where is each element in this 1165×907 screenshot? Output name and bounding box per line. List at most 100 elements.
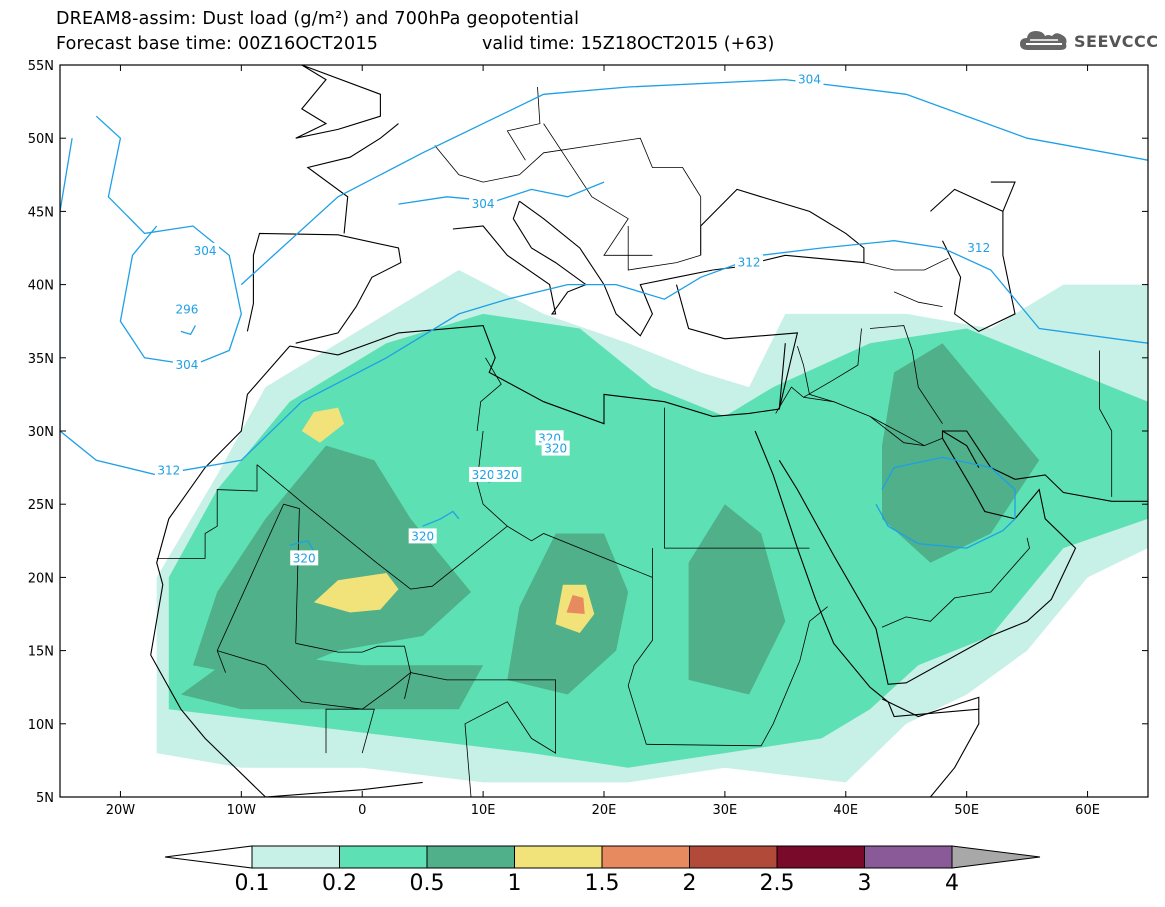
- contour-304-east: [240, 78, 1148, 286]
- country-border-1: [256, 464, 653, 745]
- colorbar-tick-label: 1: [508, 871, 522, 896]
- contour-label: 320: [290, 550, 319, 566]
- dust-region-orange-chad: [566, 595, 585, 614]
- lon-label: 40E: [833, 803, 858, 818]
- colorbar-tick-label: 1.5: [585, 871, 620, 896]
- dust-region-yellow-mali: [313, 573, 399, 613]
- contour-304-alps: [398, 181, 605, 205]
- contour-320-arabia: [875, 456, 1016, 549]
- contour-label-text: 296: [175, 302, 198, 316]
- contour-label: 320: [493, 466, 522, 482]
- coast-west-africa: [150, 345, 291, 656]
- colorbar-bin: [251, 845, 340, 869]
- lat-label: 30N: [28, 425, 54, 440]
- contour-label: 304: [469, 196, 498, 212]
- colorbar-bin: [426, 845, 515, 869]
- country-border-5: [476, 430, 508, 527]
- lon-label: 30E: [713, 803, 738, 818]
- country-border-22: [893, 291, 943, 307]
- lat-label: 10N: [28, 718, 54, 733]
- coast-iberia: [246, 232, 402, 344]
- dust-load-shading: [156, 270, 1148, 783]
- map-title: DREAM8-assim: Dust load (g/m²) and 700hP…: [56, 9, 580, 29]
- country-border-9: [797, 345, 834, 403]
- contour-label-text: 320: [496, 468, 519, 482]
- valid-time: valid time: 15Z18OCT2015 (+63): [482, 34, 775, 54]
- colorbar-bin: [514, 845, 603, 869]
- lon-label: 20W: [106, 803, 136, 818]
- contour-label: 320: [408, 528, 437, 544]
- coast-balkans-greece: [519, 200, 713, 337]
- country-border-11: [803, 328, 862, 398]
- contour-label-text: 304: [798, 73, 821, 87]
- country-border-14: [217, 650, 532, 710]
- colorbar-tick-label: 0.2: [322, 871, 357, 896]
- coast-north-africa: [289, 325, 786, 425]
- lon-label: 50E: [954, 803, 979, 818]
- contour-label: 312: [964, 240, 993, 255]
- contour-296: [180, 325, 196, 336]
- country-border-12: [881, 537, 1030, 628]
- lat-label: 20N: [28, 571, 54, 586]
- contour-label-text: 312: [738, 256, 761, 270]
- colorbar-bin: [776, 845, 865, 869]
- colorbar-tick-label: 2.5: [760, 871, 795, 896]
- dust-region-dark-arabia: [882, 343, 1040, 563]
- logo-text: SEEVCCC: [1074, 31, 1159, 51]
- country-border-0: [156, 464, 258, 559]
- coast-italy: [452, 201, 588, 315]
- coast-gulf-guinea: [150, 654, 423, 797]
- coast-red-sea-west: [754, 430, 979, 718]
- country-border-21: [863, 257, 949, 271]
- lon-label: 20E: [592, 803, 617, 818]
- country-border-13: [646, 606, 828, 747]
- colorbar-tick-label: 0.1: [235, 871, 270, 896]
- colorbar-bin: [689, 845, 778, 869]
- country-border-6: [664, 407, 810, 549]
- axes: 55N 50N 45N 40N 35N 30N 25N 20N 15N 10N 5N 20W 10W 0 1…: [28, 59, 1148, 818]
- contour-label-text: 320: [293, 551, 316, 565]
- contour-label: 312: [154, 462, 183, 478]
- contour-label: 320: [541, 440, 570, 456]
- contour-label: 304: [172, 357, 201, 373]
- contour-label-text: 304: [472, 197, 495, 211]
- lat-label: 25N: [28, 498, 54, 513]
- coast-caspian-east: [990, 181, 1016, 212]
- coast-horn: [881, 696, 980, 797]
- coast-persian-gulf-iran: [942, 430, 1148, 502]
- lon-label: 10E: [471, 803, 496, 818]
- lat-label: 50N: [28, 132, 54, 147]
- colorbar-tick-label: 4: [945, 871, 959, 896]
- contour-label: 320: [469, 466, 498, 482]
- country-border-19: [627, 226, 701, 271]
- dust-region-dark-west: [193, 445, 471, 680]
- lat-label: 40N: [28, 279, 54, 294]
- lon-label: 10W: [227, 803, 257, 818]
- dust-region-dark-sahel: [180, 650, 484, 710]
- coast-uk: [295, 65, 381, 139]
- lat-label: 45N: [28, 205, 54, 220]
- contour-label: 312: [735, 254, 764, 270]
- country-border-16: [464, 679, 556, 797]
- country-border-18: [434, 137, 702, 226]
- lat-label: 15N: [28, 645, 54, 660]
- colorbar-bin: [601, 845, 690, 869]
- colorbar-tick-label: 0.5: [410, 871, 445, 896]
- contour-label-text: 304: [175, 358, 198, 372]
- cloud-icon: [1020, 31, 1067, 50]
- colorbar-low-arrow: [164, 845, 253, 869]
- contour-label: 304: [795, 71, 824, 87]
- country-border-24: [869, 416, 925, 446]
- contour-320-mali: [289, 540, 315, 552]
- colorbar-bin: [864, 845, 953, 869]
- contour-label-text: 320: [544, 442, 567, 456]
- contour-320-algeria: [422, 510, 460, 527]
- contour-312: [60, 138, 1148, 476]
- country-border-10: [869, 325, 943, 424]
- seevccc-logo: SEEVCCC: [1018, 28, 1159, 54]
- country-border-23: [1099, 350, 1113, 497]
- country-border-17: [543, 123, 653, 256]
